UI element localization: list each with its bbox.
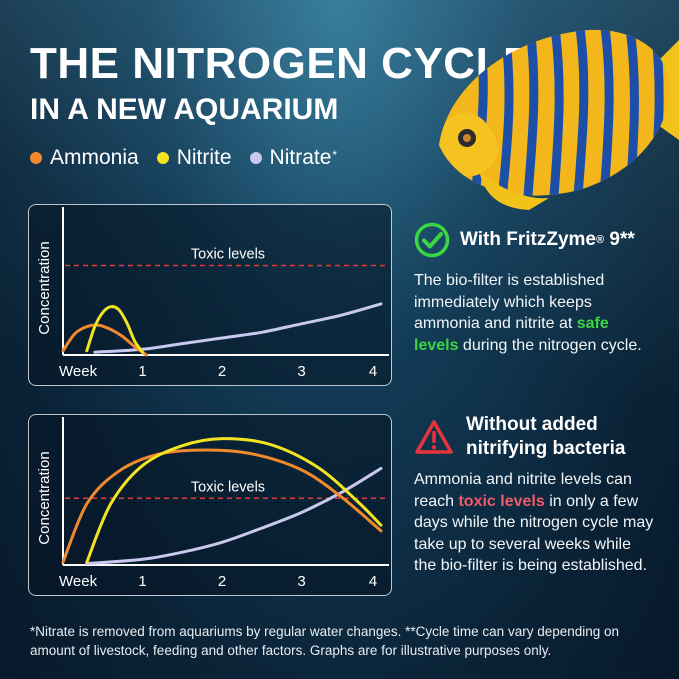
legend-label-nitrite: Nitrite: [176, 146, 232, 169]
x-tick-label: 1: [138, 573, 146, 590]
x-tick-label: 3: [297, 363, 305, 380]
chart-legend: Ammonia Nitrite Nitrate *: [30, 146, 355, 170]
toxic-levels-highlight: toxic levels: [458, 492, 545, 510]
x-tick-label: 2: [218, 573, 226, 590]
footnote: *Nitrate is removed from aquariums by re…: [30, 624, 620, 658]
info-with-title: With FritzZyme® 9**: [460, 229, 635, 250]
x-tick-label: 4: [369, 573, 377, 590]
chart-without-bacteria: Concentration Week 1 2 3 4 Toxic levels: [28, 414, 392, 596]
info-with-text: The bio-filter is established immediatel…: [414, 272, 642, 354]
legend-label-nitrate: Nitrate: [269, 146, 332, 169]
x-axis-label: Week: [59, 363, 98, 380]
legend-item-nitrate: Nitrate *: [249, 146, 338, 170]
warning-triangle-icon: [415, 420, 453, 454]
legend-dot-nitrite: [156, 152, 169, 164]
info-without-bacteria: Without added nitrifying bacteria Ammoni…: [414, 413, 654, 577]
info-without-text: Ammonia and nitrite levels can reach tox…: [414, 471, 654, 574]
series-line-nitrate: [93, 302, 383, 354]
chart-without-bacteria-plot: Concentration Week 1 2 3 4 Toxic levels: [36, 417, 389, 590]
legend-dot-nitrate: [249, 152, 262, 164]
legend-nitrate-footnote-mark: *: [332, 148, 338, 162]
series-line-nitrite: [85, 437, 383, 564]
page-title: THE NITROGEN CYCLE: [30, 39, 533, 88]
series-line-ammonia: [61, 448, 383, 564]
info-without-title: Without added nitrifying bacteria: [466, 414, 626, 459]
x-axis-label: Week: [59, 573, 98, 590]
legend-label-ammonia: Ammonia: [50, 146, 139, 169]
info-without-header: Without added nitrifying bacteria: [414, 413, 654, 461]
info-with-header: With FritzZyme® 9**: [414, 222, 654, 258]
legend-item-ammonia: Ammonia: [30, 146, 139, 170]
info-with-fritzzyme: With FritzZyme® 9** The bio-filter is es…: [414, 222, 654, 356]
chart-with-fritzzyme: Concentration Week 1 2 3 4 Toxic levels: [28, 204, 392, 386]
page-subtitle: IN A NEW AQUARIUM: [30, 93, 339, 126]
series-line-nitrite: [85, 305, 144, 354]
x-tick-label: 4: [369, 363, 377, 380]
series-line-ammonia: [61, 323, 148, 357]
angelfish-illustration: [439, 29, 679, 210]
check-circle-icon: [414, 222, 450, 258]
y-axis-label: Concentration: [36, 241, 53, 334]
legend-item-nitrite: Nitrite: [156, 146, 232, 170]
x-tick-label: 2: [218, 363, 226, 380]
toxic-level-label: Toxic levels: [191, 247, 265, 263]
x-tick-label: 1: [138, 363, 146, 380]
toxic-level-label: Toxic levels: [191, 479, 265, 495]
safe-levels-highlight: safe levels: [414, 315, 609, 354]
chart-with-fritzzyme-plot: Concentration Week 1 2 3 4 Toxic levels: [36, 207, 389, 380]
legend-dot-ammonia: [30, 152, 42, 164]
x-tick-label: 3: [297, 573, 305, 590]
y-axis-label: Concentration: [36, 451, 53, 544]
